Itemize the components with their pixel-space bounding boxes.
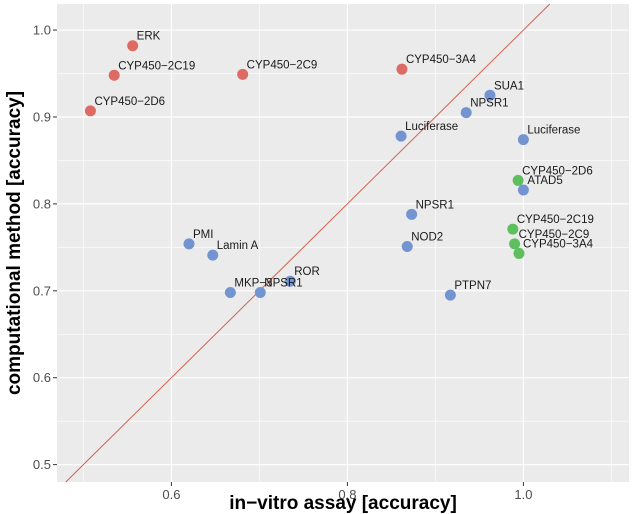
x-axis-title: in−vitro assay [accuracy] (229, 493, 457, 514)
point-label: NPSR1 (416, 199, 454, 211)
y-tick-label: 1.0 (33, 23, 51, 38)
point-label: SUA1 (494, 80, 524, 92)
data-point (444, 289, 456, 301)
point-label: NPSR1 (470, 98, 508, 110)
data-point (108, 69, 120, 81)
point-label: Luciferase (405, 121, 458, 133)
x-axis: 0.6 0.8 1.0 (162, 482, 532, 502)
data-point (513, 247, 525, 259)
y-tick-label: 0.9 (33, 109, 51, 124)
point-label: ATAD5 (527, 175, 562, 187)
point-label: PTPN7 (454, 280, 491, 292)
point-label: CYP450−2C9 (519, 229, 590, 241)
data-point (254, 287, 266, 299)
point-label: MKP−3 (234, 278, 272, 290)
data-point (507, 223, 519, 235)
point-label: ERK (137, 31, 161, 43)
point-label: PMI (193, 229, 213, 241)
data-point (84, 105, 96, 117)
point-label: CYP450−3A4 (406, 54, 477, 66)
major-gridlines (57, 4, 629, 482)
data-point (460, 107, 472, 119)
x-tick-label: 0.6 (162, 487, 180, 502)
data-point (183, 238, 195, 250)
y-axis-title: computational method [accuracy] (4, 91, 25, 395)
data-point (224, 287, 236, 299)
y-tick-label: 0.8 (33, 196, 51, 211)
data-point (484, 89, 496, 101)
data-point (509, 238, 521, 250)
data-point (517, 134, 529, 146)
data-point (395, 130, 407, 142)
x-tick-label: 0.8 (338, 487, 356, 502)
point-label: ROR (294, 266, 320, 278)
y-tick-label: 0.6 (33, 370, 51, 385)
point-label: Luciferase (527, 125, 580, 137)
point-label: NOD2 (411, 231, 443, 243)
x-tick-label: 1.0 (514, 487, 532, 502)
data-point (517, 184, 529, 196)
point-label: CYP450−2C19 (118, 60, 195, 72)
reference-line-group (65, 3, 551, 483)
minor-gridlines (57, 4, 629, 482)
data-points (84, 40, 529, 301)
point-label: NPSR1 (264, 278, 302, 290)
reference-line (65, 3, 551, 483)
point-label: Lamin A (217, 240, 259, 252)
point-label: CYP450−2D6 (94, 96, 165, 108)
data-point (396, 63, 408, 75)
point-label: CYP450−3A4 (523, 238, 594, 250)
point-label: CYP450−2D6 (522, 165, 593, 177)
y-tick-label: 0.5 (33, 457, 51, 472)
data-point (207, 249, 219, 261)
data-point (512, 174, 524, 186)
y-axis: 0.5 0.6 0.7 0.8 0.9 1.0 (33, 23, 57, 472)
data-point (401, 240, 413, 252)
data-point (237, 68, 249, 80)
point-label: CYP450−2C19 (517, 214, 594, 226)
data-point (284, 275, 296, 287)
data-point (127, 40, 139, 52)
y-tick-label: 0.7 (33, 283, 51, 298)
data-point (406, 208, 418, 220)
panel-background (57, 4, 629, 482)
point-label: CYP450−2C9 (247, 59, 318, 71)
